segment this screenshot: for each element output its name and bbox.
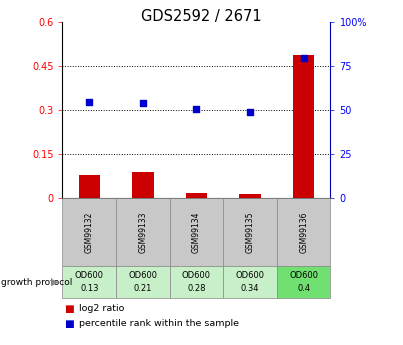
Point xyxy=(86,99,93,104)
Text: ▶: ▶ xyxy=(51,277,58,287)
Text: 0.4: 0.4 xyxy=(297,284,310,293)
Bar xyxy=(79,175,100,198)
Text: 0.34: 0.34 xyxy=(241,284,259,293)
Point xyxy=(193,106,200,111)
Bar xyxy=(239,194,261,198)
Bar xyxy=(186,193,207,198)
Text: GDS2592 / 2671: GDS2592 / 2671 xyxy=(141,9,262,23)
Text: GSM99134: GSM99134 xyxy=(192,211,201,253)
Text: 0.13: 0.13 xyxy=(80,284,98,293)
Text: 0.21: 0.21 xyxy=(134,284,152,293)
Text: OD600: OD600 xyxy=(289,271,318,280)
Text: log2 ratio: log2 ratio xyxy=(79,304,124,313)
Text: 0.28: 0.28 xyxy=(187,284,206,293)
Text: OD600: OD600 xyxy=(75,271,104,280)
Point xyxy=(247,109,253,115)
Text: percentile rank within the sample: percentile rank within the sample xyxy=(79,319,239,328)
Text: OD600: OD600 xyxy=(129,271,157,280)
Text: GSM99133: GSM99133 xyxy=(138,211,147,253)
Text: ■: ■ xyxy=(64,319,74,329)
Point xyxy=(140,101,146,106)
Text: GSM99136: GSM99136 xyxy=(299,211,308,253)
Text: GSM99132: GSM99132 xyxy=(85,211,94,253)
Text: OD600: OD600 xyxy=(236,271,264,280)
Point xyxy=(301,55,307,60)
Bar xyxy=(293,55,314,198)
Text: GSM99135: GSM99135 xyxy=(245,211,255,253)
Text: ■: ■ xyxy=(64,304,74,314)
Text: OD600: OD600 xyxy=(182,271,211,280)
Bar xyxy=(132,172,154,198)
Text: growth protocol: growth protocol xyxy=(1,277,72,287)
